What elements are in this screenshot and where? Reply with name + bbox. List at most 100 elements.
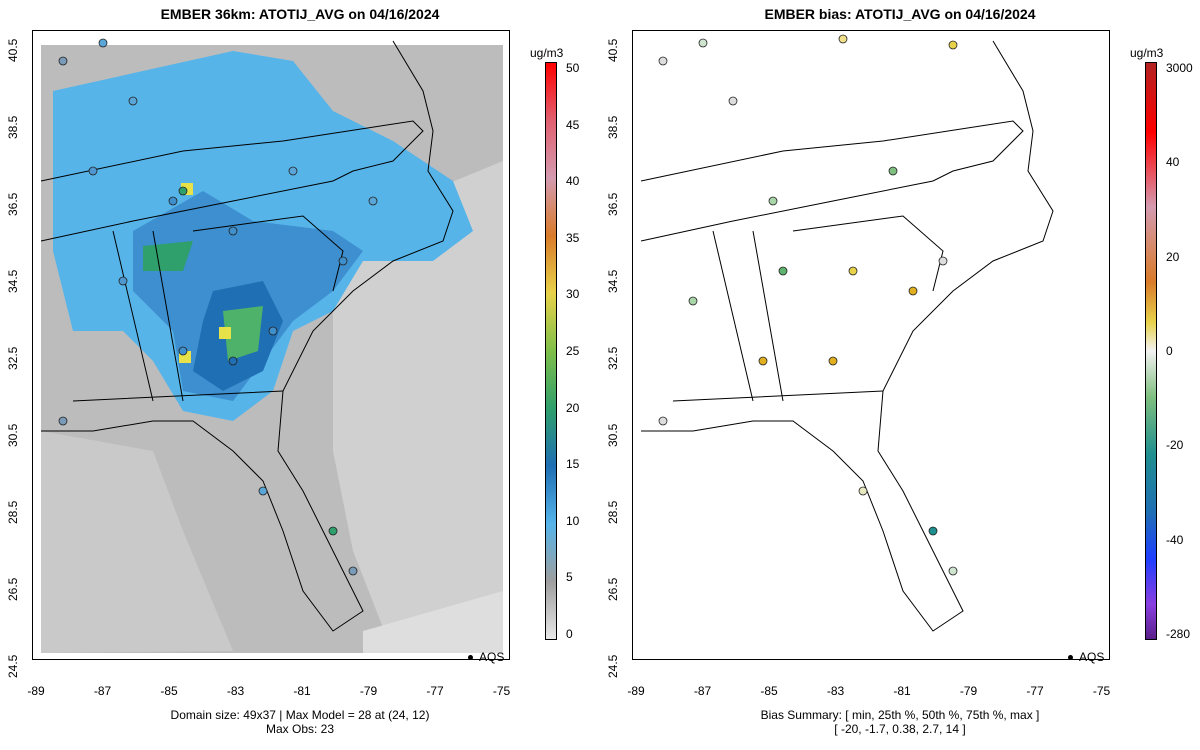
legend-aqs: AQS — [1068, 650, 1104, 664]
pm-hotspot-a — [219, 327, 231, 339]
x-tick-label: -87 — [93, 684, 112, 698]
legend-dot-icon — [468, 655, 473, 661]
x-tick-label: -77 — [1026, 684, 1044, 698]
map-plot-area — [32, 30, 510, 660]
state-border-south — [72, 230, 284, 402]
x-tick-label: -75 — [1092, 684, 1111, 698]
state-border-sc — [192, 215, 344, 292]
station-marker — [828, 356, 838, 366]
station-marker — [948, 566, 958, 576]
station-marker — [858, 486, 868, 496]
x-tick-label: -87 — [693, 684, 712, 698]
x-tick-label: -75 — [492, 684, 511, 698]
bias-summary-values: [ -20, -1.7, 0.38, 2.7, 14 ] — [834, 722, 966, 736]
colorbar-tick-label: 10 — [566, 513, 580, 528]
colorbar-unit: ug/m3 — [1130, 46, 1164, 60]
model-summary: Domain size: 49x37 | Max Model = 28 at (… — [0, 708, 600, 736]
bias-summary-header: Bias Summary: [ min, 25th %, 50th %, 75t… — [760, 708, 1040, 722]
station-marker — [888, 166, 898, 176]
pm-plume-green-a — [143, 241, 193, 271]
station-marker — [658, 56, 668, 66]
concentration-map — [33, 31, 509, 659]
x-tick-label: -81 — [293, 684, 311, 698]
y-tick-label: 32.5 — [606, 346, 620, 370]
concentration-colorbar — [545, 62, 557, 640]
station-marker — [908, 286, 918, 296]
station-marker — [728, 96, 738, 106]
station-marker — [778, 266, 788, 276]
station-marker — [268, 326, 278, 336]
y-tick-label: 38.5 — [606, 115, 620, 139]
observation-stations — [58, 38, 378, 576]
station-marker — [168, 196, 178, 206]
x-tick-label: -83 — [226, 684, 245, 698]
colorbar-tick-label: 0 — [1166, 344, 1173, 358]
model-panel: EMBER 36km: ATOTIJ_AVG on 04/16/2024 — [0, 6, 600, 736]
x-tick-label: -85 — [160, 684, 178, 698]
station-marker — [338, 256, 348, 266]
y-tick-label: 30.5 — [6, 423, 20, 447]
station-marker — [258, 486, 268, 496]
colorbar-tick-label: 40 — [1166, 155, 1180, 170]
legend-aqs: AQS — [468, 650, 504, 664]
station-marker — [178, 186, 188, 196]
y-tick-label: 32.5 — [6, 346, 20, 370]
max-obs: Max Obs: 23 — [265, 722, 335, 736]
station-marker — [948, 40, 958, 50]
station-marker — [768, 196, 778, 206]
station-marker — [128, 96, 138, 106]
map-background — [633, 31, 1109, 659]
colorbar-tick-label: 45 — [566, 117, 580, 132]
x-tick-label: -81 — [893, 684, 911, 698]
state-border-sc — [792, 215, 944, 292]
station-marker — [938, 256, 948, 266]
y-tick-label: 36.5 — [6, 192, 20, 216]
colorbar-tick-label: 3000 — [1166, 61, 1193, 75]
coastline — [641, 40, 1054, 632]
station-marker — [848, 266, 858, 276]
y-tick-label: 38.5 — [6, 115, 20, 139]
y-tick-label: 26.5 — [6, 577, 20, 601]
station-marker — [228, 226, 238, 236]
y-tick-label: 24.5 — [606, 654, 620, 678]
domain-info: Domain size: 49x37 | Max Model = 28 at (… — [170, 708, 430, 722]
colorbar-tick-label: 30 — [566, 287, 580, 302]
colorbar-tick-label: -40 — [1166, 532, 1184, 547]
bias-panel: EMBER bias: ATOTIJ_AVG on 04/16/2024 — [600, 0, 1200, 750]
station-marker — [658, 416, 668, 426]
legend-label: AQS — [1079, 650, 1105, 664]
y-tick-label: 24.5 — [6, 654, 20, 678]
legend-label: AQS — [479, 650, 505, 664]
panel-title: EMBER bias: ATOTIJ_AVG on 04/16/2024 — [764, 6, 1036, 22]
y-tick-label: 40.5 — [6, 38, 20, 62]
y-tick-label: 26.5 — [606, 577, 620, 601]
ocean-shading — [333, 161, 503, 653]
x-tick-label: -77 — [426, 684, 444, 698]
x-tick-label: -85 — [760, 684, 778, 698]
station-marker — [288, 166, 298, 176]
bias-stations — [658, 34, 958, 576]
state-border-south — [672, 230, 884, 402]
map-plot-area — [632, 30, 1110, 660]
station-marker — [838, 34, 848, 44]
colorbar-tick-label: 40 — [566, 174, 580, 189]
bias-summary: Bias Summary: [ min, 25th %, 50th %, 75t… — [600, 708, 1200, 736]
y-tick-label: 36.5 — [606, 192, 620, 216]
station-marker — [118, 276, 128, 286]
coastline — [41, 40, 454, 632]
state-border-north — [40, 120, 424, 242]
station-marker — [368, 196, 378, 206]
colorbar-tick-label: 35 — [566, 230, 580, 245]
y-tick-label: 34.5 — [6, 269, 20, 293]
y-tick-label: 30.5 — [606, 423, 620, 447]
colorbar-tick-label: -280 — [1166, 627, 1191, 641]
legend-dot-icon — [1068, 655, 1073, 661]
station-marker — [688, 296, 698, 306]
station-marker — [178, 346, 188, 356]
x-tick-label: -79 — [959, 684, 978, 698]
station-marker — [758, 356, 768, 366]
station-marker — [328, 526, 338, 536]
colorbar-tick-label: 15 — [566, 457, 580, 472]
x-tick-label: -79 — [359, 684, 378, 698]
colorbar-tick-label: 0 — [566, 627, 573, 641]
